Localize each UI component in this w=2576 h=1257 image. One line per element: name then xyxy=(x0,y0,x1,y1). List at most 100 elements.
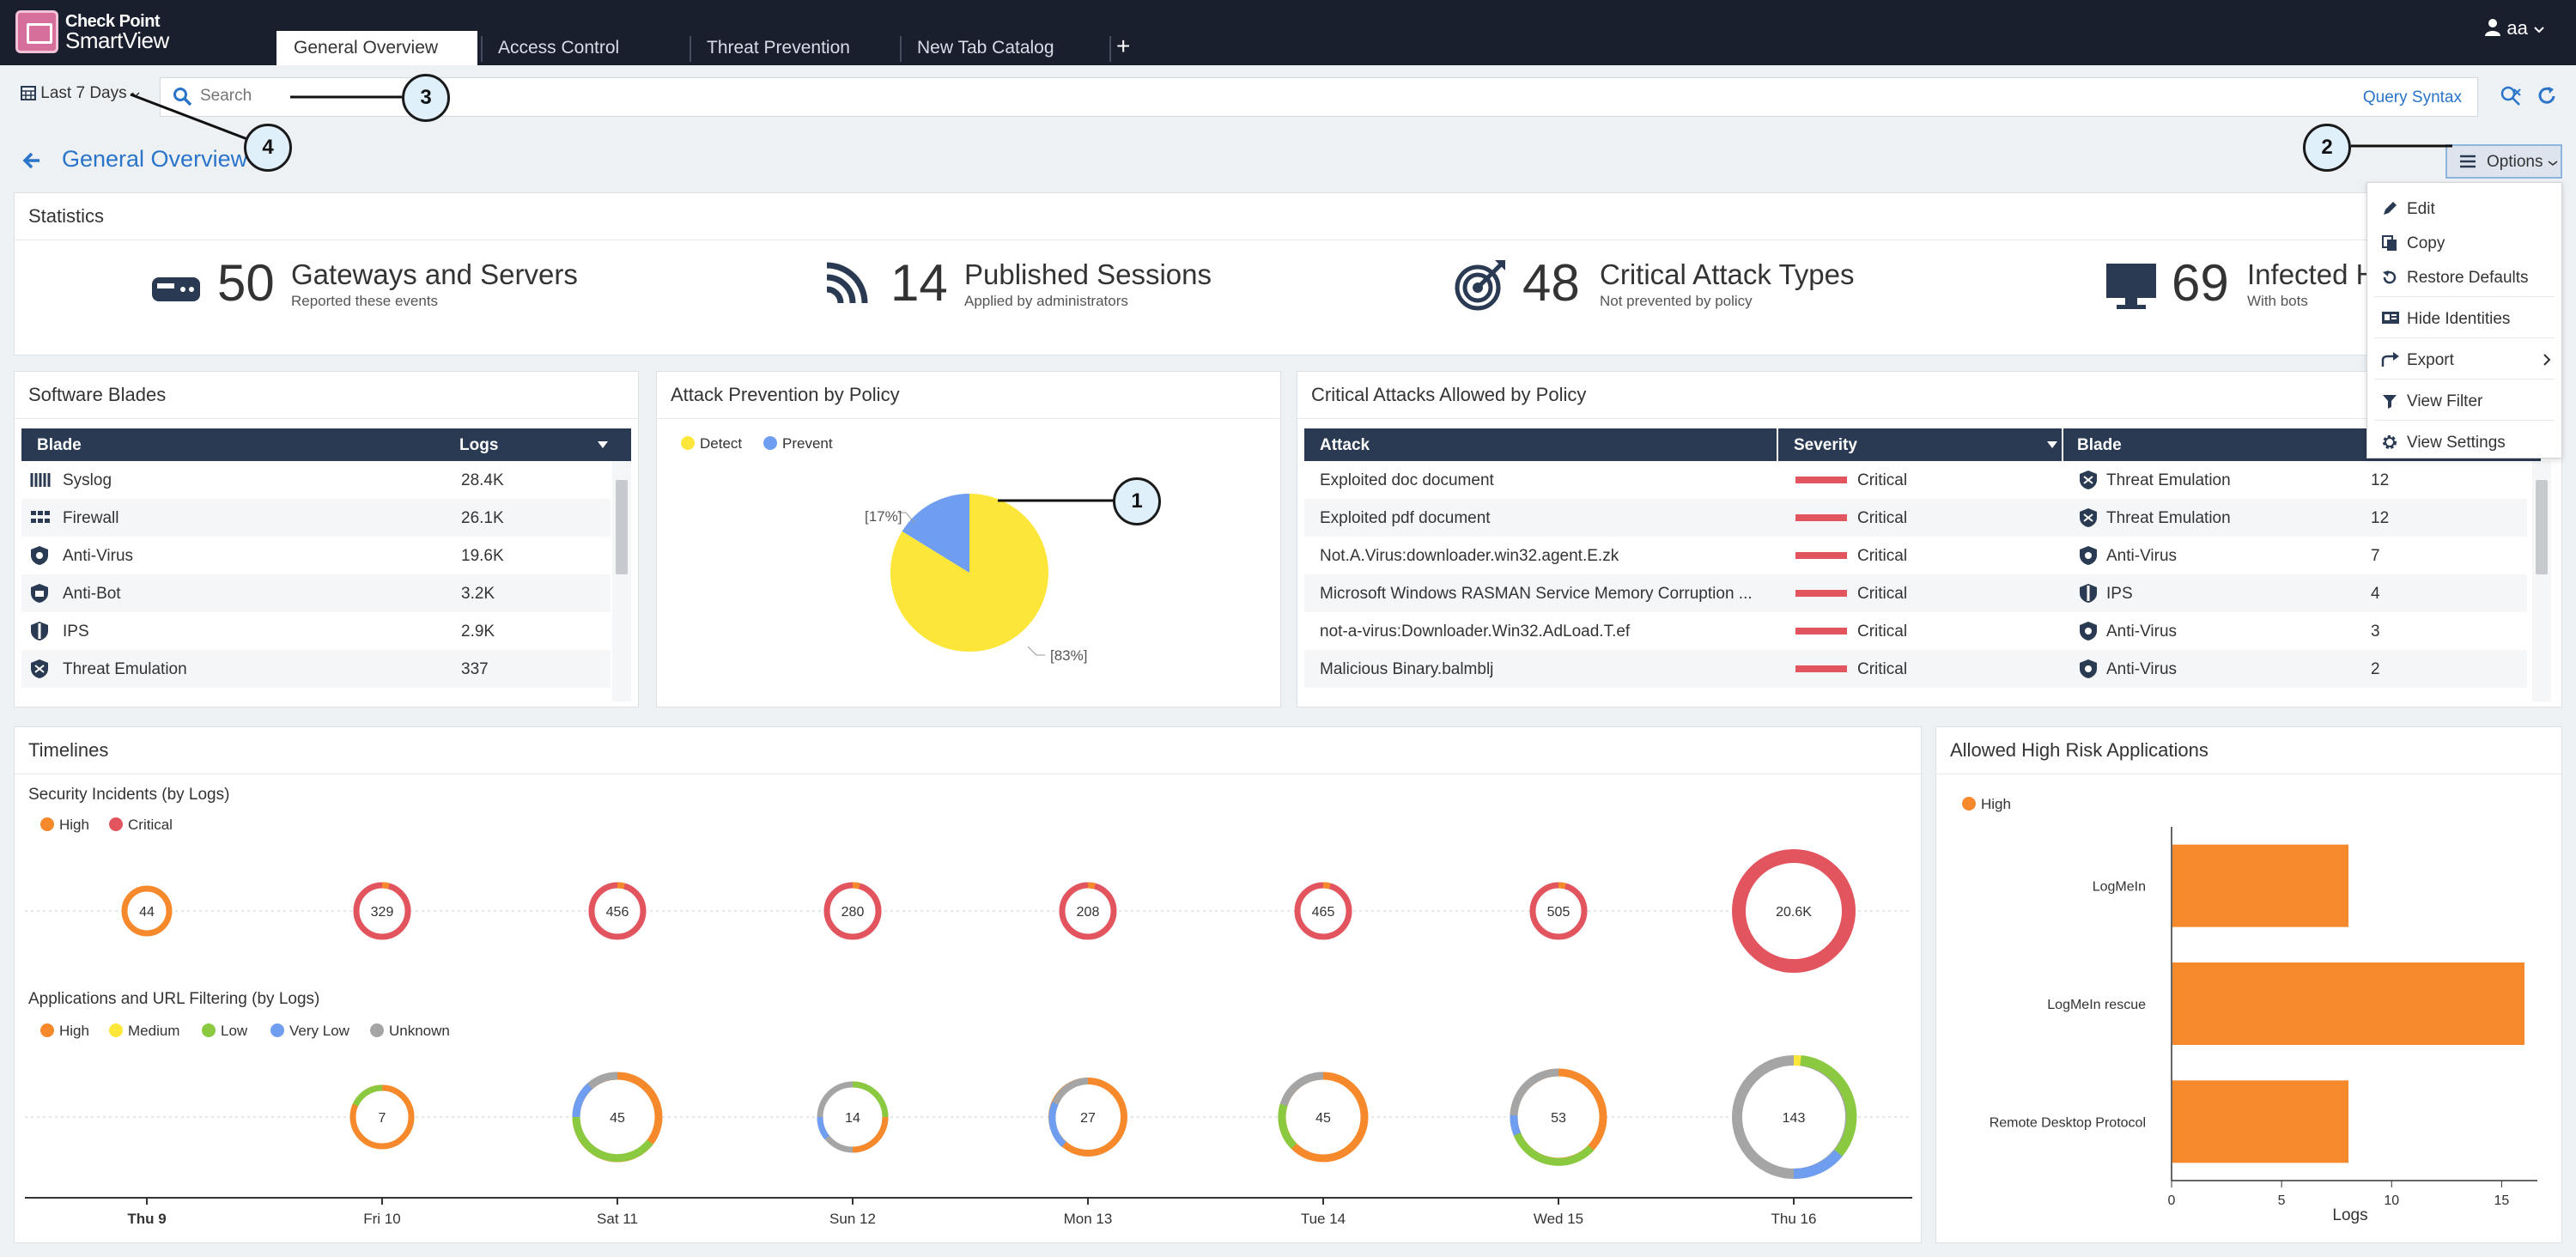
table-row[interactable]: Threat Emulation 337 xyxy=(21,650,611,688)
antivirus-icon xyxy=(31,546,48,565)
menu-item-restore-defaults[interactable]: Restore Defaults xyxy=(2367,258,2561,296)
day-label: Sun 12 xyxy=(829,1211,876,1227)
refresh-icon[interactable] xyxy=(2535,84,2559,108)
date-range-button[interactable]: Last 7 Days xyxy=(21,84,140,103)
tab-access-control[interactable]: Access Control xyxy=(498,38,620,58)
sort-down-icon[interactable] xyxy=(597,440,609,449)
options-label: Options xyxy=(2487,153,2543,171)
legend-item-unknown[interactable]: Unknown xyxy=(370,1023,450,1040)
tab-divider xyxy=(481,36,483,62)
apps-ring-verylow-segment xyxy=(1510,1114,1522,1136)
legend-label: Critical xyxy=(128,817,173,833)
options-button[interactable]: Options xyxy=(2445,144,2562,179)
bar[interactable] xyxy=(2172,962,2524,1045)
security-ring-high-segment xyxy=(1087,882,1096,890)
table-row[interactable]: IPS 2.9K xyxy=(21,612,611,650)
severity-label: Critical xyxy=(1857,585,1908,603)
menu-item-hide-identities[interactable]: Hide Identities xyxy=(2367,300,2561,337)
search-box: Query Syntax xyxy=(160,77,2478,117)
x-tick-label: 15 xyxy=(2494,1193,2509,1208)
menu-item-export[interactable]: Export xyxy=(2367,341,2561,379)
brand-line2: SmartView xyxy=(65,27,169,53)
user-name: aa xyxy=(2506,17,2528,39)
tab-new-tab-catalog[interactable]: New Tab Catalog xyxy=(917,38,1054,58)
table-row[interactable]: Not.A.Virus:downloader.win32.agent.E.zk … xyxy=(1304,537,2527,574)
legend-item-prevent[interactable]: Prevent xyxy=(763,435,833,452)
scrollbar[interactable] xyxy=(2532,461,2551,701)
legend-item-high[interactable]: High xyxy=(1962,796,2011,813)
copy-icon xyxy=(2382,235,2397,251)
back-arrow-icon[interactable] xyxy=(21,149,43,172)
menu-item-copy[interactable]: Copy xyxy=(2367,224,2561,262)
calendar-icon xyxy=(21,86,36,100)
attack-name: Microsoft Windows RASMAN Service Memory … xyxy=(1320,585,1753,603)
table-row[interactable]: Anti-Bot 3.2K xyxy=(21,574,611,612)
severity-label: Critical xyxy=(1857,509,1908,527)
bar[interactable] xyxy=(2172,844,2348,927)
threat-emulation-icon xyxy=(2080,471,2097,489)
table-row[interactable]: Firewall 26.1K xyxy=(21,499,611,537)
security-ring[interactable] xyxy=(121,885,173,937)
tab-divider xyxy=(900,36,902,62)
widget-title: Allowed High Risk Applications xyxy=(1950,739,2208,761)
menu-item-view-settings[interactable]: View Settings xyxy=(2367,423,2561,461)
column-header-blade[interactable]: Blade xyxy=(37,436,82,454)
legend-item-high[interactable]: High xyxy=(40,1023,89,1040)
table-row[interactable]: Malicious Binary.balmblj Critical Anti-V… xyxy=(1304,650,2527,688)
menu-item-edit[interactable]: Edit xyxy=(2367,190,2561,228)
legend-item-low[interactable]: Low xyxy=(202,1023,247,1040)
bar[interactable] xyxy=(2172,1080,2348,1163)
sort-down-icon[interactable] xyxy=(2046,440,2058,449)
menu-item-view-filter[interactable]: View Filter xyxy=(2367,382,2561,420)
table-row[interactable]: Anti-Virus 19.6K xyxy=(21,537,611,574)
table-row[interactable]: not-a-virus:Downloader.Win32.AdLoad.T.ef… xyxy=(1304,612,2527,650)
table-row[interactable]: Exploited pdf document Critical Threat E… xyxy=(1304,499,2527,537)
search-input[interactable] xyxy=(200,87,2175,106)
menu-label: View Settings xyxy=(2407,434,2506,452)
blade-name: Firewall xyxy=(63,509,119,527)
scrollbar-thumb[interactable] xyxy=(2536,480,2548,574)
statistics-widget: Statistics 50 Gateways and Servers Repor… xyxy=(14,192,2562,355)
legend-dot xyxy=(370,1023,384,1037)
security-value: 20.6K xyxy=(1776,905,1812,920)
scrollbar-thumb[interactable] xyxy=(616,480,628,574)
column-header-blade[interactable]: Blade xyxy=(2077,436,2122,454)
column-header-logs[interactable]: Logs xyxy=(459,436,499,454)
pie-label-prevent: [17%] xyxy=(865,508,902,525)
widget-title: Critical Attacks Allowed by Policy xyxy=(1311,384,1587,405)
high-risk-apps-widget: Allowed High Risk Applications High LogM… xyxy=(1935,726,2562,1243)
severity-bar xyxy=(1795,590,1847,597)
apps-ring-unknown-segment xyxy=(1052,1078,1089,1105)
pie-label-line xyxy=(897,512,915,524)
tab-threat-prevention[interactable]: Threat Prevention xyxy=(707,38,850,58)
query-syntax-link[interactable]: Query Syntax xyxy=(2362,88,2462,106)
column-header-severity[interactable]: Severity xyxy=(1794,436,1857,454)
user-menu[interactable]: aa xyxy=(2484,17,2545,39)
callout-marker: 3 xyxy=(402,74,450,122)
firewall-icon xyxy=(31,511,50,523)
tab-general-overview[interactable]: General Overview xyxy=(276,31,477,65)
security-ring[interactable] xyxy=(1732,849,1856,973)
table-row[interactable]: Syslog 28.4K xyxy=(21,461,611,499)
legend-item-medium[interactable]: Medium xyxy=(109,1023,179,1040)
pie-slice-prevent[interactable] xyxy=(902,494,969,573)
widget-title: Attack Prevention by Policy xyxy=(671,384,900,405)
legend-item-high[interactable]: High xyxy=(40,817,89,834)
apps-value: 53 xyxy=(1551,1111,1566,1126)
column-header-attack[interactable]: Attack xyxy=(1320,436,1370,454)
legend-item-critical[interactable]: Critical xyxy=(109,817,173,834)
table-row[interactable]: Microsoft Windows RASMAN Service Memory … xyxy=(1304,574,2527,612)
table-row[interactable]: Exploited doc document Critical Threat E… xyxy=(1304,461,2527,499)
chevron-down-icon xyxy=(2548,161,2558,166)
legend-item-detect[interactable]: Detect xyxy=(681,435,742,452)
divider xyxy=(1297,418,2561,419)
menu-label: Export xyxy=(2407,351,2454,369)
legend-item-very-low[interactable]: Very Low xyxy=(270,1023,349,1040)
clear-query-icon[interactable] xyxy=(2499,84,2523,108)
pie-slice-detect[interactable] xyxy=(890,494,1048,652)
add-tab-button[interactable]: + xyxy=(1116,33,1131,59)
blade-name: IPS xyxy=(2106,585,2133,603)
scrollbar[interactable] xyxy=(612,461,631,701)
category-label: Remote Desktop Protocol xyxy=(1990,1115,2146,1130)
